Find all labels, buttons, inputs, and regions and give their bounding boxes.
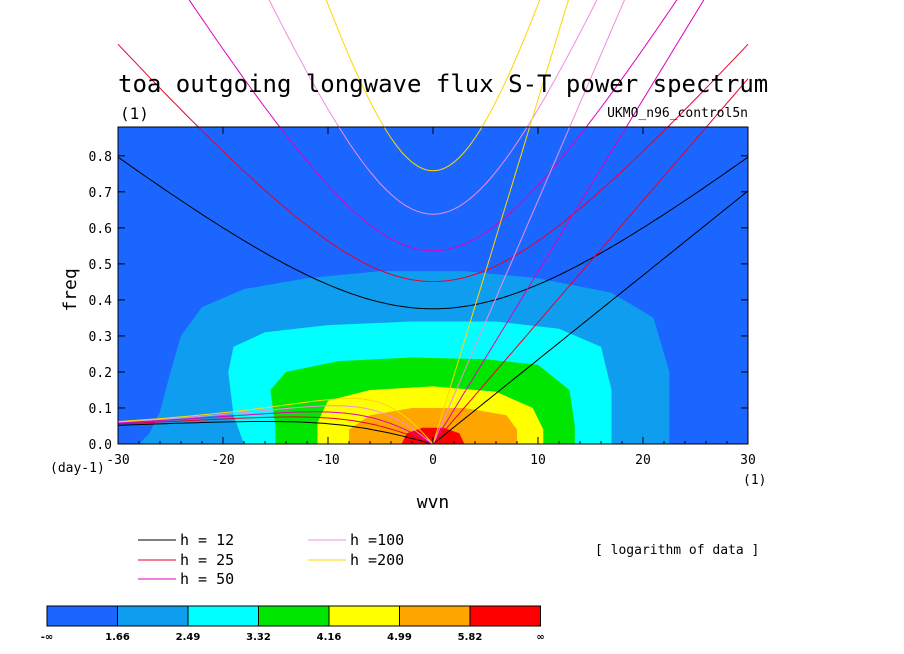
colorbar-label: 5.82 [458, 632, 483, 643]
dispersion-curves [117, 0, 749, 444]
colorbar: -∞ 1.66 2.49 3.32 4.16 4.99 5.82 ∞ [41, 605, 545, 643]
colorbar-swatch-3 [187, 605, 259, 627]
y-axis-label: freq [60, 268, 81, 311]
y-tick-label: 0.1 [89, 402, 112, 417]
dispersion-curve-h100-rossby [117, 405, 434, 444]
dispersion-curve-h50-inertia-gravity [188, 0, 678, 252]
dispersion-curve-h200-rossby [117, 398, 434, 444]
dispersion-curve-h50-kelvin [432, 0, 705, 444]
y-tick-label: 0.5 [89, 258, 112, 273]
dispersion-curve-h200-inertia-gravity [325, 0, 541, 172]
y-tick-label: 0.6 [89, 222, 112, 237]
legend-label-h25: h = 25 [180, 551, 234, 569]
y-tick-label: 0.2 [89, 366, 112, 381]
spectrum-contour-fill [118, 127, 748, 444]
colorbar-swatch-7 [469, 605, 541, 627]
colorbar-label: -∞ [41, 632, 53, 643]
x-tick-label: 30 [740, 453, 756, 468]
colorbar-swatch-5 [328, 605, 400, 627]
colorbar-swatch-1 [46, 605, 118, 627]
y-tick-label: 0.3 [89, 330, 112, 345]
colorbar-swatch-2 [117, 605, 189, 627]
chart-title: toa outgoing longwave flux S-T power spe… [118, 70, 768, 98]
colorbar-label: 2.49 [176, 632, 201, 643]
x-tick-label: 0 [429, 453, 437, 468]
y-tick-label: 0.8 [89, 150, 112, 165]
colorbar-swatch-4 [258, 605, 330, 627]
axis-ticks: -30 -20 -10 0 10 20 30 0.0 0.1 0.2 0.3 0.4 0.5 0.6 0.7… [89, 127, 756, 468]
x-tick-label: 20 [635, 453, 651, 468]
y-axis-unit: (day-1) [50, 461, 105, 476]
colorbar-label: 3.32 [246, 632, 271, 643]
dispersion-curve-h100-inertia-gravity [268, 0, 598, 215]
dispersion-curve-h12-inertia-gravity [117, 156, 749, 310]
legend-label-h200: h =200 [350, 551, 404, 569]
x-tick-label: 10 [530, 453, 546, 468]
x-tick-label: -30 [106, 453, 129, 468]
dispersion-curve-h12-rossby [117, 421, 434, 444]
colorbar-label: 4.99 [387, 632, 412, 643]
colorbar-label: 4.16 [317, 632, 342, 643]
legend-label-h12: h = 12 [180, 531, 234, 549]
dispersion-curve-h200-kelvin [432, 0, 569, 444]
curve-legend: h = 12 h = 25h = 50 h =100 h =200 [138, 531, 404, 588]
dispersion-curve-h25-inertia-gravity [117, 43, 749, 283]
legend-label-h100: h =100 [350, 531, 404, 549]
x-tick-label: -10 [316, 453, 339, 468]
x-tick-label: -20 [211, 453, 234, 468]
chart-subtitle-left: (1) [120, 104, 149, 123]
y-tick-label: 0.4 [89, 294, 113, 309]
colorbar-label: ∞ [536, 632, 544, 643]
legend-label-h50: h = 50 [180, 570, 234, 588]
dispersion-curve-h100-kelvin [432, 0, 626, 444]
dispersion-curve-h25-kelvin [432, 78, 749, 444]
dispersion-curve-h50-rossby [117, 411, 434, 444]
dispersion-curve-h12-kelvin [432, 190, 749, 444]
colorbar-swatch-6 [399, 605, 471, 627]
colorbar-label: 1.66 [105, 632, 130, 643]
x-axis-unit: (1) [743, 473, 766, 488]
chart-subtitle-right: UKMO_n96_control5n [607, 106, 748, 121]
log-note: [ logarithm of data ] [595, 543, 759, 558]
y-tick-label: 0.7 [89, 186, 112, 201]
y-tick-label: 0.0 [89, 438, 112, 453]
dispersion-curve-h25-rossby [117, 416, 434, 444]
x-axis-label: wvn [417, 492, 450, 513]
